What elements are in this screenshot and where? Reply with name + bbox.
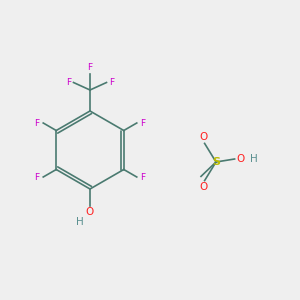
Text: H: H (76, 217, 83, 227)
Text: F: F (34, 172, 40, 182)
Text: S: S (212, 157, 220, 167)
Text: F: F (66, 78, 71, 87)
Text: F: F (87, 63, 93, 72)
Text: F: F (140, 172, 146, 182)
Text: F: F (140, 118, 146, 127)
Text: O: O (199, 132, 207, 142)
Text: O: O (86, 207, 94, 217)
Text: F: F (109, 78, 114, 87)
Text: O: O (236, 154, 244, 164)
Text: O: O (199, 182, 207, 192)
Text: F: F (34, 118, 40, 127)
Text: H: H (250, 154, 258, 164)
